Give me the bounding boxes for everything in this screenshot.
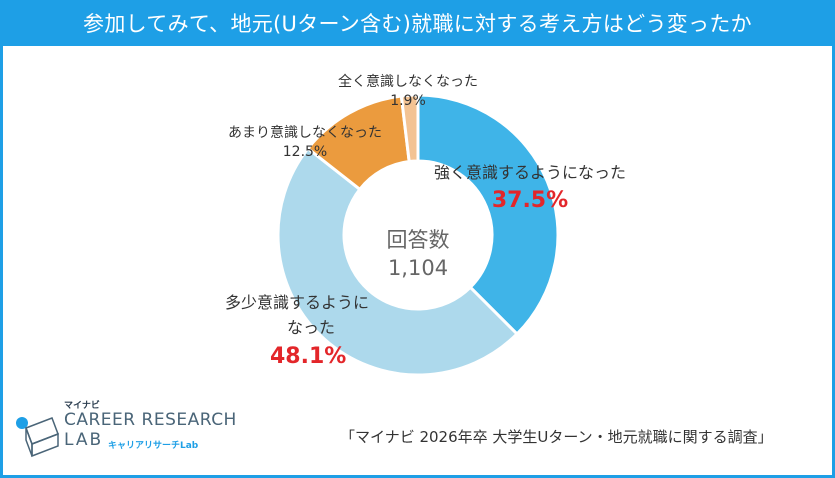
slice-label-not-much: あまり意識しなくなった xyxy=(228,124,382,141)
logo-main-text: CAREER RESEARCH xyxy=(64,410,237,430)
logo: マイナビ CAREER RESEARCH LAB キャリアリサーチLab xyxy=(12,398,236,468)
slice-label-somewhat-line1: 多少意識するように xyxy=(225,293,369,312)
slice-label-strong: 強く意識するようになった xyxy=(434,163,626,182)
center-label-count: 1,104 xyxy=(388,256,448,280)
career-research-lab-logo-icon xyxy=(16,417,59,458)
slice-not-at-all xyxy=(399,93,420,164)
center-label-title: 回答数 xyxy=(387,228,450,252)
chart-title: 参加してみて、地元(Uターン含む)就職に対する考え方はどう変ったか xyxy=(0,0,835,46)
slice-somewhat xyxy=(276,146,520,377)
source-note: 「マイナビ 2026年卒 大学生Uターン・地元就職に関する調査」 xyxy=(340,428,773,446)
logo-lab-text: LAB xyxy=(64,430,104,450)
logo-mynavi-text: マイナビ xyxy=(64,401,100,411)
slice-label-not-at-all: 全く意識しなくなった xyxy=(338,73,478,90)
slice-value-somewhat: 48.1% xyxy=(270,344,346,369)
slice-label-somewhat-line2: なった xyxy=(287,318,335,337)
logo-sub-text: キャリアリサーチLab xyxy=(108,441,199,451)
slice-value-strong: 37.5% xyxy=(492,188,568,213)
donut-slices xyxy=(276,93,560,377)
slice-strong xyxy=(416,93,560,337)
slice-value-not-at-all: 1.9% xyxy=(390,93,426,109)
slice-value-not-much: 12.5% xyxy=(283,144,327,160)
